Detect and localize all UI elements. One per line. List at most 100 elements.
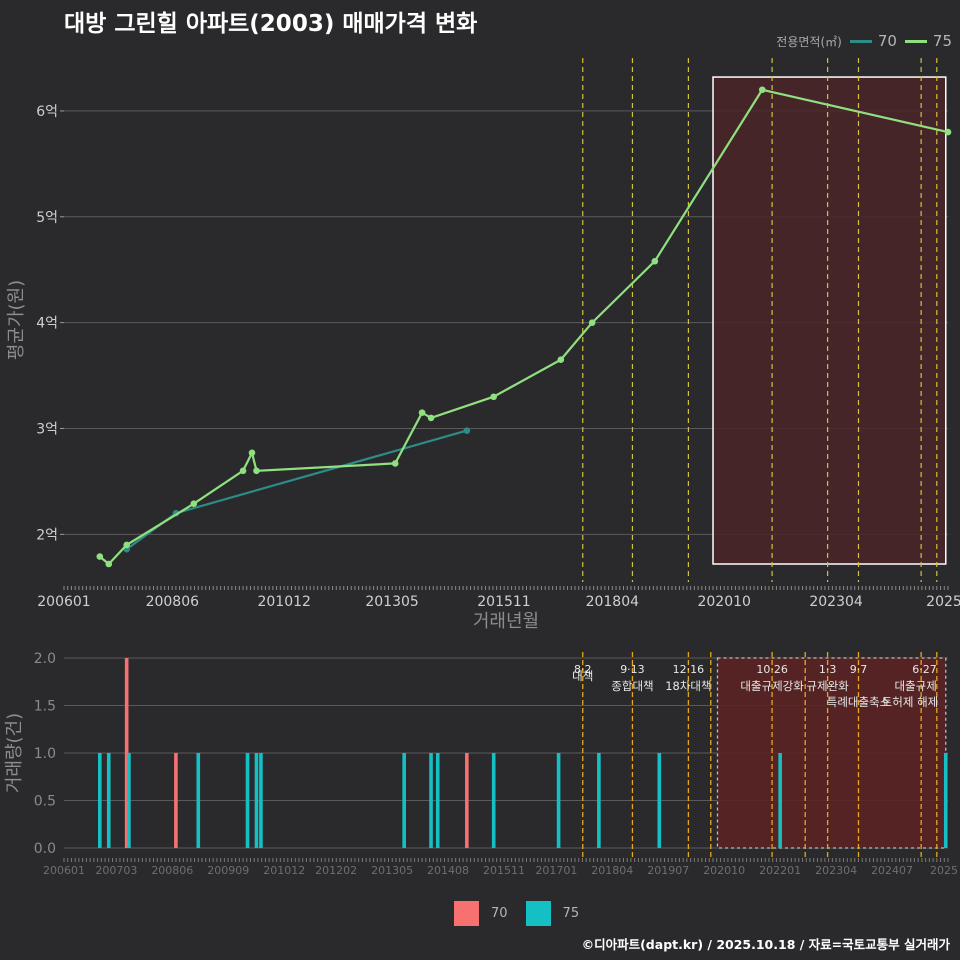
bar-70	[465, 753, 469, 848]
annotation-date: 9·7	[850, 663, 868, 676]
legend-bottom: 70 75	[454, 901, 587, 926]
data-point-75	[96, 553, 104, 560]
y-tick-label: 1.0	[34, 746, 56, 762]
x-tick-label: 202304	[809, 594, 863, 610]
data-point-75	[651, 257, 659, 265]
legend-swatch-75-icon	[525, 901, 551, 926]
bar-75	[556, 753, 561, 848]
bar-75	[429, 753, 433, 848]
bar-75	[106, 753, 111, 848]
bar-75	[259, 753, 263, 848]
x-tick-label: 202201	[759, 864, 801, 877]
x-tick-label: 201305	[371, 864, 413, 877]
annotation-date: 12·16	[673, 663, 705, 676]
series-line-75	[99, 88, 949, 566]
x-tick-label: 201511	[477, 594, 530, 610]
x-tick-label: 201202	[315, 864, 357, 877]
x-tick-label: 201012	[263, 864, 305, 877]
data-point-75	[123, 541, 130, 549]
x-tick-label: 201804	[591, 864, 633, 877]
bar-75	[435, 753, 440, 848]
data-point-75	[758, 86, 766, 94]
data-point-75	[105, 560, 113, 568]
bar-75	[943, 753, 948, 848]
x-tick-label: 200909	[207, 864, 249, 877]
x-tick-label: 201907	[647, 864, 689, 877]
y-tick-label: 2억	[36, 527, 58, 543]
y-tick-label: 6억	[36, 104, 58, 120]
bar-75	[254, 753, 259, 848]
annotation-label: 대출규제	[894, 679, 936, 693]
x-tick-label: 202407	[871, 864, 913, 877]
legend-bottom-label-70: 70	[491, 906, 508, 921]
x-tick-label: 2025	[926, 594, 960, 610]
annotation-label: 규제완화	[806, 679, 849, 693]
bar-70	[174, 753, 178, 848]
annotation-label: 대출규제강화	[740, 679, 804, 693]
data-point-75	[239, 467, 247, 475]
x-tick-label: 202010	[697, 594, 750, 610]
x-axis-title: 거래년월	[473, 611, 539, 632]
legend-line-75-icon	[904, 39, 927, 43]
bar-75	[402, 753, 406, 848]
legend-bottom-item-70: 70	[454, 901, 508, 926]
bar-75	[98, 753, 102, 848]
y-axis-title: 평균가(원)	[6, 280, 27, 360]
legend-label-75: 75	[932, 32, 952, 50]
data-point-75	[253, 467, 260, 475]
data-point-75	[490, 393, 497, 401]
annotation-date: 10·26	[756, 663, 788, 676]
bar-75	[778, 753, 782, 848]
y-tick-label: 0.0	[34, 841, 56, 857]
bar-75	[657, 753, 662, 848]
bar-75	[491, 753, 496, 848]
bar-75	[196, 753, 201, 848]
legend-top-title: 전용면적(㎡)	[776, 34, 842, 49]
price-line-chart: 2억 3억 4억 5억 6억 200601 200806 201012 201305 201511…	[6, 58, 960, 632]
volume-bar-chart: 0.0 0.5 1.0 1.5 2.0 8·2대책 9·13 종합대책 12·16 18차대책 10…	[4, 651, 958, 877]
y-tick-label: 2.0	[34, 651, 56, 667]
x-tick-label: 201804	[586, 594, 640, 610]
data-point-75	[588, 319, 596, 326]
chart-title: 대방 그린힐 아파트(2003) 매매가격 변화	[64, 11, 478, 37]
legend-line-70-icon	[849, 39, 872, 43]
data-point-75	[248, 449, 256, 457]
bar-75	[245, 753, 250, 848]
legend-item-75: 75	[904, 32, 952, 50]
annotation-label: 18차대책	[665, 679, 711, 693]
x-tick-label: 200703	[95, 864, 137, 877]
legend-bottom-item-75: 75	[525, 901, 580, 926]
x-tick-label: 201701	[535, 864, 577, 877]
bar-75	[127, 753, 131, 848]
x-tick-label: 200601	[43, 864, 85, 877]
y-tick-label: 1.5	[34, 699, 56, 715]
annotation-date: 1·3	[819, 663, 837, 676]
y-tick-label: 3억	[36, 422, 58, 438]
y-tick-label: 4억	[36, 316, 58, 332]
annotation-label: 종합대책	[611, 679, 653, 693]
x-tick-label: 200806	[146, 594, 200, 610]
series-line-70	[126, 429, 468, 551]
bar-75	[597, 753, 601, 848]
x-tick-label: 202010	[703, 864, 745, 877]
x-tick-label: 201408	[427, 864, 469, 877]
data-point-75	[190, 500, 198, 507]
y-axis-title: 거래량(건)	[4, 713, 25, 793]
highlight-box	[716, 657, 947, 849]
data-point-70	[463, 427, 471, 434]
annotation-date: 6·27	[912, 663, 937, 676]
data-point-75	[427, 414, 435, 422]
x-tick-label: 202304	[815, 864, 857, 877]
highlight-box	[712, 76, 947, 565]
annotation-label: 토허제 해제	[882, 695, 939, 709]
annotation-label: 특례대출축소	[827, 695, 890, 709]
x-tick-label: 2025	[930, 864, 958, 877]
legend-top: 전용면적(㎡) 70 75	[776, 32, 952, 50]
y-tick-label: 5억	[36, 210, 58, 226]
data-point-75	[418, 409, 426, 416]
legend-bottom-label-75: 75	[562, 906, 580, 921]
legend-item-70: 70	[849, 32, 897, 50]
legend-label-70: 70	[877, 32, 897, 50]
annotation-date: 8·2	[574, 663, 592, 676]
